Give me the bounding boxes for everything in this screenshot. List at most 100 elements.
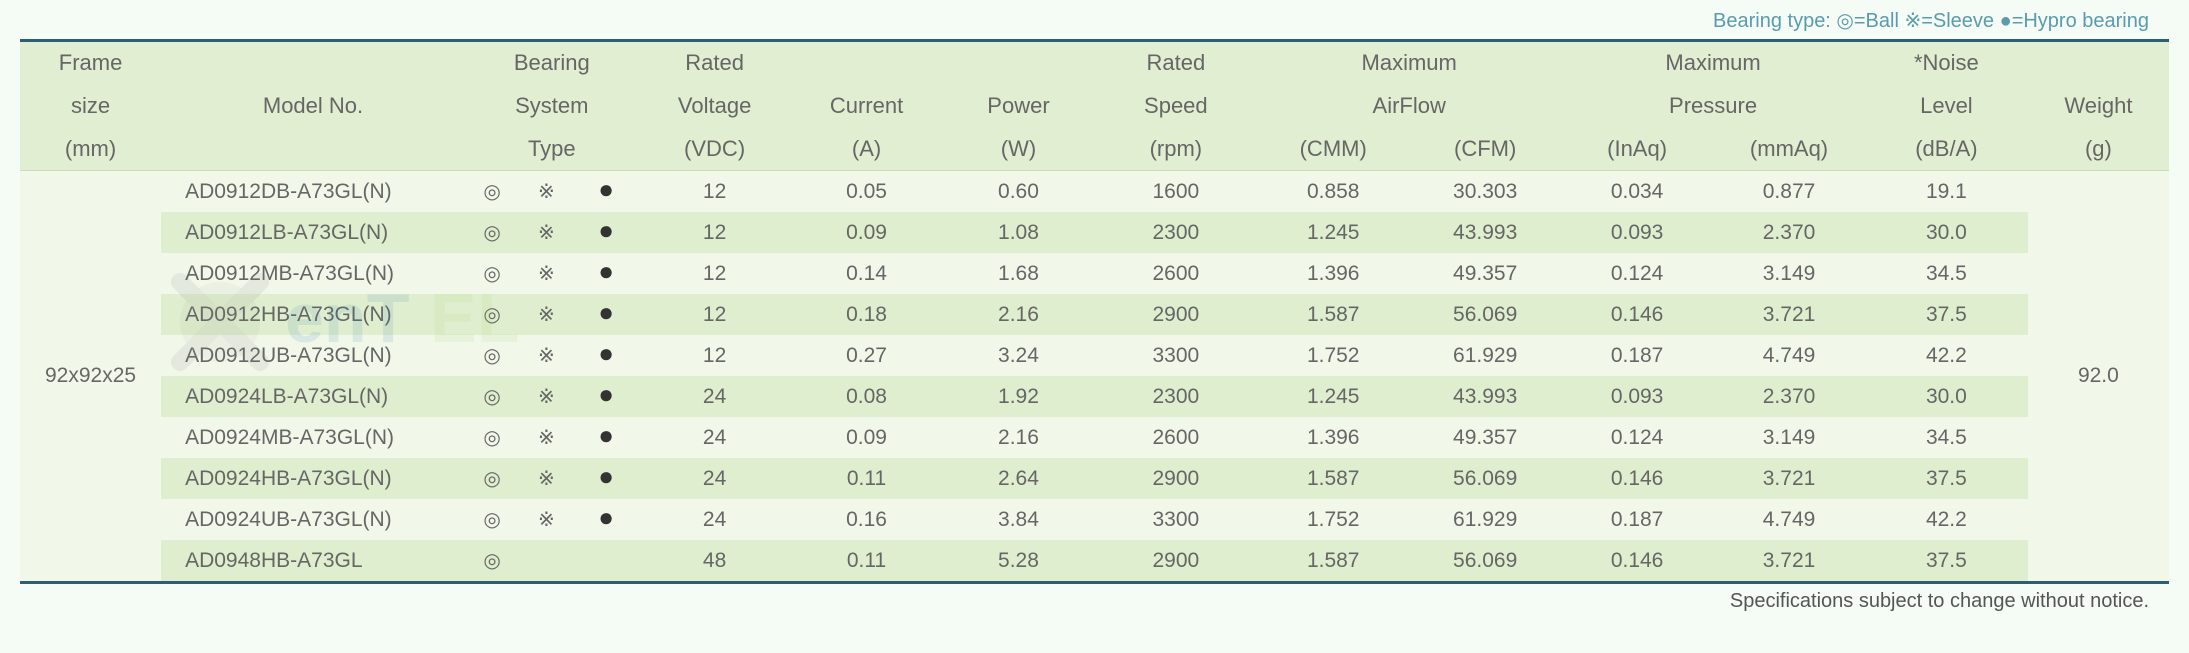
footer-note: Specifications subject to change without…: [20, 590, 2169, 613]
bearing-ball-icon: ◎: [465, 376, 519, 417]
bearing-sleeve-icon: ※: [519, 171, 573, 213]
inaq-cell: 0.146: [1561, 540, 1713, 581]
mmaq-cell: 3.149: [1713, 417, 1865, 458]
hdr-pressure-2: Pressure: [1561, 85, 1865, 128]
table-row: AD0924HB-A73GL(N)◎※●240.112.6429001.5875…: [20, 458, 2169, 499]
power-cell: 3.84: [943, 499, 1095, 540]
cfm-cell: 49.357: [1409, 417, 1561, 458]
speed-cell: 2600: [1094, 417, 1257, 458]
table-row: AD0912UB-A73GL(N)◎※●120.273.2433001.7526…: [20, 335, 2169, 376]
voltage-cell: 24: [639, 417, 791, 458]
hdr-noise-3: (dB/A): [1865, 128, 2028, 171]
speed-cell: 3300: [1094, 499, 1257, 540]
bearing-ball-icon: ◎: [465, 335, 519, 376]
current-cell: 0.08: [791, 376, 943, 417]
voltage-cell: 12: [639, 335, 791, 376]
power-cell: 1.08: [943, 212, 1095, 253]
inaq-cell: 0.093: [1561, 376, 1713, 417]
cmm-cell: 1.587: [1257, 540, 1409, 581]
model-cell: AD0948HB-A73GL: [161, 540, 465, 581]
noise-cell: 37.5: [1865, 458, 2028, 499]
cmm-cell: 1.396: [1257, 417, 1409, 458]
voltage-cell: 24: [639, 499, 791, 540]
power-cell: 1.92: [943, 376, 1095, 417]
model-cell: AD0912HB-A73GL(N): [161, 294, 465, 335]
table-header: Frame Bearing Rated Rated Maximum Maximu…: [20, 42, 2169, 171]
bearing-hypro-icon: ●: [574, 499, 639, 540]
current-cell: 0.11: [791, 540, 943, 581]
noise-cell: 19.1: [1865, 171, 2028, 213]
hdr-power-1: [943, 42, 1095, 85]
bearing-sleeve-icon: ※: [519, 499, 573, 540]
noise-cell: 42.2: [1865, 499, 2028, 540]
power-cell: 2.16: [943, 417, 1095, 458]
bearing-hypro-icon: ●: [574, 253, 639, 294]
bearing-hypro-icon: ●: [574, 376, 639, 417]
cfm-cell: 61.929: [1409, 499, 1561, 540]
voltage-cell: 12: [639, 294, 791, 335]
hdr-speed-1: Rated: [1094, 42, 1257, 85]
cmm-cell: 0.858: [1257, 171, 1409, 213]
power-cell: 2.64: [943, 458, 1095, 499]
inaq-cell: 0.187: [1561, 335, 1713, 376]
hdr-pressure-inaq: (InAq): [1561, 128, 1713, 171]
table-row: AD0912LB-A73GL(N)◎※●120.091.0823001.2454…: [20, 212, 2169, 253]
hdr-speed-2: Speed: [1094, 85, 1257, 128]
hdr-model-3: [161, 128, 465, 171]
hdr-voltage-2: Voltage: [639, 85, 791, 128]
bearing-ball-icon: ◎: [465, 499, 519, 540]
bearing-sleeve-icon: ※: [519, 376, 573, 417]
voltage-cell: 12: [639, 253, 791, 294]
speed-cell: 1600: [1094, 171, 1257, 213]
hdr-current-2: Current: [791, 85, 943, 128]
cmm-cell: 1.245: [1257, 212, 1409, 253]
power-cell: 5.28: [943, 540, 1095, 581]
model-cell: AD0912MB-A73GL(N): [161, 253, 465, 294]
bearing-hypro-icon: ●: [574, 171, 639, 213]
table-row: AD0948HB-A73GL◎480.115.2829001.58756.069…: [20, 540, 2169, 581]
current-cell: 0.14: [791, 253, 943, 294]
weight-cell: 92.0: [2028, 171, 2169, 582]
current-cell: 0.16: [791, 499, 943, 540]
table-row: AD0912MB-A73GL(N)◎※●120.141.6826001.3964…: [20, 253, 2169, 294]
bearing-ball-icon: ◎: [465, 253, 519, 294]
hdr-weight-3: (g): [2028, 128, 2169, 171]
mmaq-cell: 2.370: [1713, 212, 1865, 253]
bearing-sleeve-icon: ※: [519, 253, 573, 294]
noise-cell: 30.0: [1865, 376, 2028, 417]
bearing-ball-icon: ◎: [465, 540, 519, 581]
bearing-hypro-icon: ●: [574, 417, 639, 458]
hdr-frame-1: Frame: [20, 42, 161, 85]
mmaq-cell: 3.721: [1713, 294, 1865, 335]
speed-cell: 2300: [1094, 212, 1257, 253]
hdr-weight-1: [2028, 42, 2169, 85]
cmm-cell: 1.245: [1257, 376, 1409, 417]
voltage-cell: 48: [639, 540, 791, 581]
hdr-bearing-3: Type: [465, 128, 639, 171]
speed-cell: 3300: [1094, 335, 1257, 376]
mmaq-cell: 2.370: [1713, 376, 1865, 417]
bearing-ball-icon: ◎: [465, 212, 519, 253]
power-cell: 1.68: [943, 253, 1095, 294]
cmm-cell: 1.752: [1257, 335, 1409, 376]
mmaq-cell: 3.149: [1713, 253, 1865, 294]
model-cell: AD0924LB-A73GL(N): [161, 376, 465, 417]
hdr-noise-1: *Noise: [1865, 42, 2028, 85]
hdr-pressure-mmaq: (mmAq): [1713, 128, 1865, 171]
speed-cell: 2900: [1094, 458, 1257, 499]
speed-cell: 2600: [1094, 253, 1257, 294]
table-row: AD0924UB-A73GL(N)◎※●240.163.8433001.7526…: [20, 499, 2169, 540]
hdr-frame-3: (mm): [20, 128, 161, 171]
cfm-cell: 43.993: [1409, 376, 1561, 417]
frame-size-cell: 92x92x25: [20, 171, 161, 582]
hdr-voltage-3: (VDC): [639, 128, 791, 171]
bearing-ball-icon: ◎: [465, 294, 519, 335]
hdr-weight-2: Weight: [2028, 85, 2169, 128]
hdr-airflow-cmm: (CMM): [1257, 128, 1409, 171]
model-cell: AD0924MB-A73GL(N): [161, 417, 465, 458]
current-cell: 0.09: [791, 417, 943, 458]
bearing-hypro-icon: ●: [574, 212, 639, 253]
mmaq-cell: 3.721: [1713, 458, 1865, 499]
speed-cell: 2900: [1094, 294, 1257, 335]
cfm-cell: 56.069: [1409, 294, 1561, 335]
